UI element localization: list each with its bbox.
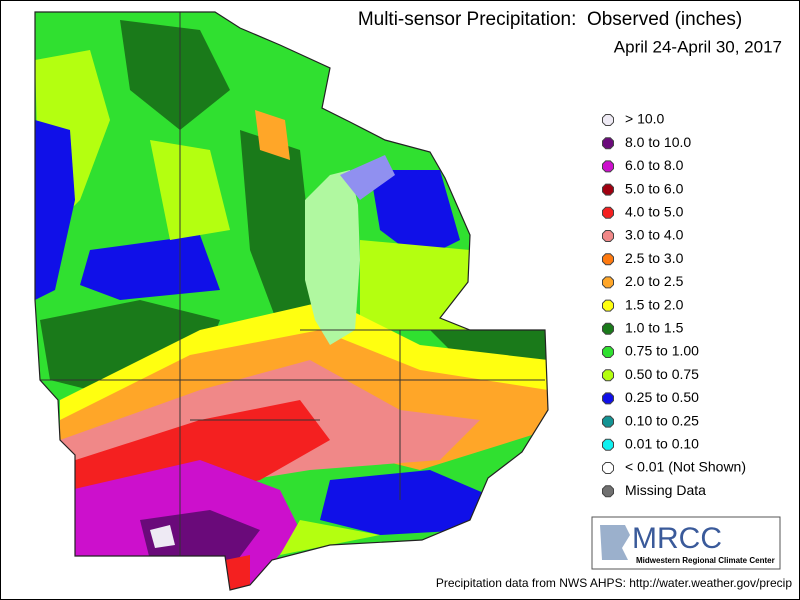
legend-label: 8.0 to 10.0 (625, 134, 691, 150)
zone (340, 155, 395, 200)
state-borders (35, 12, 548, 556)
legend-swatch (602, 253, 614, 266)
zone (80, 235, 220, 300)
map-title: Multi-sensor Precipitation: Observed (in… (358, 9, 742, 30)
map-subtitle: April 24-April 30, 2017 (614, 37, 782, 56)
legend-swatch (602, 438, 614, 451)
zone (150, 525, 175, 548)
legend-label: 3.0 to 4.0 (625, 227, 684, 243)
zone (255, 110, 290, 160)
logo-name: MRCC (632, 522, 722, 555)
zone (240, 130, 320, 330)
legend-label: 0.25 to 0.50 (625, 389, 699, 405)
legend-label: 0.75 to 1.00 (625, 343, 699, 359)
legend-label: 0.10 to 0.25 (625, 412, 699, 428)
legend: > 10.0 8.0 to 10.0 6.0 to 8.0 5.0 to 6.0 4.0… (602, 111, 746, 498)
legend-label: 0.50 to 0.75 (625, 366, 699, 382)
legend-swatch (602, 462, 614, 474)
legend-label: < 0.01 (Not Shown) (625, 459, 746, 475)
legend-label: 2.0 to 2.5 (625, 273, 684, 289)
legend-swatch (602, 206, 614, 219)
legend-swatch (602, 415, 614, 428)
legend-label: Missing Data (625, 482, 706, 498)
legend-swatch (602, 137, 614, 150)
zone (225, 555, 250, 590)
legend-label: 4.0 to 5.0 (625, 204, 684, 220)
zone (280, 520, 380, 555)
logo-full-name: Midwestern Regional Climate Center (636, 556, 775, 565)
zone (120, 20, 230, 130)
legend-swatch (602, 346, 614, 358)
zone (370, 170, 460, 260)
legend-label: 6.0 to 8.0 (625, 157, 684, 173)
legend-label: 5.0 to 6.0 (625, 180, 684, 196)
zone (360, 240, 470, 330)
legend-label: 2.5 to 3.0 (625, 250, 684, 266)
legend-swatch (602, 392, 614, 405)
map (35, 12, 548, 590)
lake-michigan (305, 170, 360, 345)
logo: MRCC Midwestern Regional Climate Center (591, 516, 781, 570)
logo-icon (600, 525, 630, 560)
legend-swatch (602, 114, 614, 126)
legend-swatch (602, 322, 614, 335)
legend-swatch (602, 369, 614, 382)
map-outline (34, 11, 549, 591)
footer: Precipitation data from NWS AHPS: http:/… (436, 576, 792, 590)
zone (150, 140, 230, 240)
legend-label: 0.01 to 0.10 (625, 436, 699, 452)
legend-swatch (602, 299, 614, 312)
legend-swatch (602, 183, 614, 196)
legend-label: 1.0 to 1.5 (625, 320, 684, 336)
legend-swatch (602, 276, 614, 289)
zone (35, 120, 75, 300)
legend-label: > 10.0 (625, 111, 665, 127)
legend-swatch (602, 230, 614, 242)
zone (320, 470, 500, 535)
legend-label: 1.5 to 2.0 (625, 296, 684, 312)
legend-swatch (602, 160, 614, 173)
legend-swatch (602, 485, 614, 498)
